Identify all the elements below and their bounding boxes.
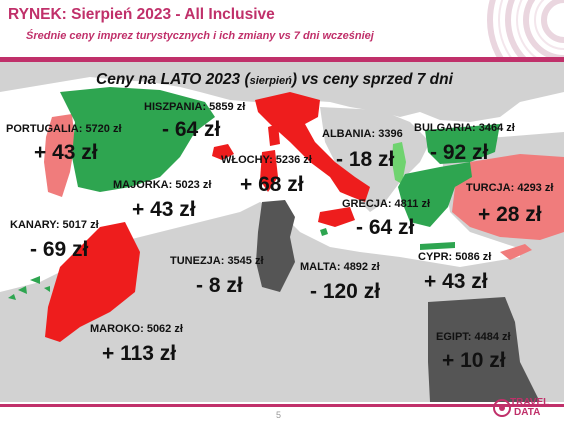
region-wlochy [255, 92, 370, 202]
map-title: Ceny na LATO 2023 (sierpień) vs ceny spr… [96, 71, 453, 88]
label-tunezja: TUNEZJA: 3545 zł [170, 255, 264, 267]
logo-line2: DATA [514, 407, 541, 418]
change-maroko: + 113 zł [102, 342, 177, 365]
region-tunezja [256, 200, 295, 292]
page-title: RYNEK: Sierpień 2023 - All Inclusive [8, 6, 275, 23]
region-kreta [420, 242, 455, 250]
region-albania [392, 142, 406, 184]
decorative-circles [487, 0, 564, 80]
balkans-land [320, 107, 430, 212]
change-egipt: + 10 zł [442, 349, 506, 372]
region-hiszpania [60, 87, 215, 192]
region-korsyka [268, 124, 280, 146]
label-turcja: TURCJA: 4293 zł [466, 182, 554, 194]
change-albania: - 18 zł [336, 148, 395, 171]
change-malta: - 120 zł [310, 280, 381, 303]
change-turcja: + 28 zł [478, 203, 542, 226]
change-cypr: + 43 zł [424, 270, 488, 293]
region-maroko [45, 222, 140, 342]
region-cypr [500, 244, 532, 260]
change-majorka: + 43 zł [132, 198, 196, 221]
label-egipt: EGIPT: 4484 zł [436, 331, 511, 343]
label-albania: ALBANIA: 3396 [322, 128, 403, 140]
label-portugalia: PORTUGALIA: 5720 zł [6, 123, 122, 135]
page-number: 5 [276, 410, 282, 420]
change-grecja: - 64 zł [356, 216, 415, 239]
label-wlochy: WŁOCHY: 5236 zł [221, 154, 312, 166]
label-kanary: KANARY: 5017 zł [10, 219, 99, 231]
label-maroko: MAROKO: 5062 zł [90, 323, 183, 335]
region-bulgaria [425, 124, 500, 164]
logo-globe-icon [493, 399, 511, 417]
page-subtitle: Średnie ceny imprez turystycznych i ich … [26, 30, 374, 42]
change-wlochy: + 68 zł [240, 173, 304, 196]
footer-divider [0, 404, 564, 407]
region-sardynia [260, 150, 278, 192]
change-bulgaria: - 92 zł [430, 141, 489, 164]
header-divider [0, 57, 564, 62]
label-cypr: CYPR: 5086 zł [418, 251, 492, 263]
region-portugalia [44, 114, 75, 197]
region-sycylia [318, 207, 355, 227]
region-kanary [8, 276, 50, 300]
africa-land [0, 202, 564, 402]
change-tunezja: - 8 zł [196, 274, 243, 297]
region-egipt [428, 297, 540, 402]
label-bulgaria: BULGARIA: 3464 zł [414, 122, 515, 134]
region-turcja [452, 154, 564, 240]
change-hiszpania: - 64 zł [162, 118, 221, 141]
europe-land [0, 62, 564, 122]
region-majorka [212, 144, 234, 160]
region-malta [320, 228, 328, 236]
label-hiszpania: HISZPANIA: 5859 zł [144, 101, 246, 113]
change-portugalia: + 43 zł [34, 141, 98, 164]
label-grecja: GRECJA: 4811 zł [342, 198, 431, 210]
label-malta: MALTA: 4892 zł [300, 261, 380, 273]
logo-line1: TRAVEL [510, 397, 550, 408]
label-majorka: MAJORKA: 5023 zł [113, 179, 212, 191]
mediterranean-map [0, 62, 564, 402]
change-kanary: - 69 zł [30, 238, 89, 261]
region-grecja [398, 162, 475, 227]
